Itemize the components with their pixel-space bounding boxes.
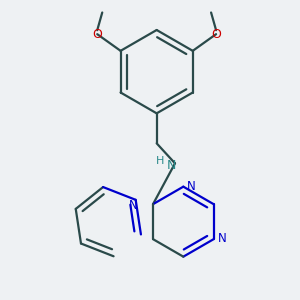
- Text: N: N: [218, 232, 226, 245]
- Text: N: N: [129, 199, 137, 212]
- Text: N: N: [187, 179, 196, 193]
- Text: N: N: [166, 160, 176, 172]
- Text: O: O: [211, 28, 221, 41]
- Text: H: H: [156, 156, 164, 166]
- Text: O: O: [92, 28, 102, 41]
